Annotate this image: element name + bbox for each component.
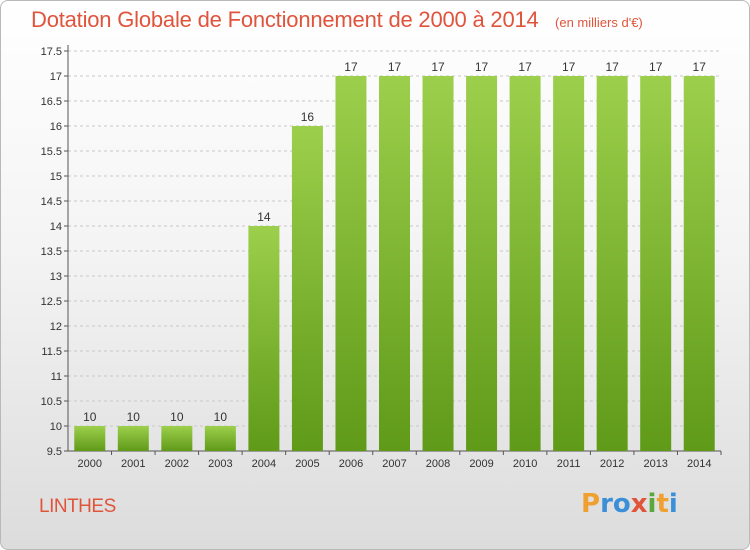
x-tick-label: 2014 xyxy=(687,458,711,470)
bar xyxy=(683,76,715,451)
chart-subtitle: (en milliers d'€) xyxy=(555,15,643,30)
logo-letter: r xyxy=(600,489,613,519)
y-tick-label: 16.5 xyxy=(41,96,62,108)
bar xyxy=(291,126,323,451)
data-label: 14 xyxy=(257,210,271,224)
data-label: 17 xyxy=(605,60,619,74)
y-tick-label: 9.5 xyxy=(47,446,62,458)
data-label: 10 xyxy=(127,410,141,424)
data-label: 17 xyxy=(693,60,707,74)
bar xyxy=(74,426,106,451)
logo-letter: i xyxy=(668,489,678,519)
data-label: 17 xyxy=(649,60,663,74)
data-label: 10 xyxy=(214,410,228,424)
y-tick-label: 12.5 xyxy=(41,296,62,308)
y-tick-label: 10.5 xyxy=(41,396,62,408)
data-label: 17 xyxy=(431,60,445,74)
x-tick-label: 2011 xyxy=(557,458,581,470)
logo-letter: i xyxy=(647,489,657,519)
y-tick-label: 11 xyxy=(51,371,62,383)
data-label: 16 xyxy=(301,110,315,124)
bar xyxy=(335,76,367,451)
bar xyxy=(596,76,628,451)
y-tick-label: 14.5 xyxy=(41,196,62,208)
bars xyxy=(74,76,715,451)
x-tick-label: 2005 xyxy=(295,458,319,470)
y-tick-label: 16 xyxy=(50,121,62,133)
data-label: 10 xyxy=(170,410,184,424)
logo-letter: o xyxy=(612,489,631,519)
y-tick-label: 13 xyxy=(50,271,62,283)
bar xyxy=(640,76,672,451)
data-label: 17 xyxy=(344,60,358,74)
y-tick-label: 11.5 xyxy=(41,346,62,358)
y-tick-label: 12 xyxy=(50,321,62,333)
x-tick-label: 2003 xyxy=(208,458,232,470)
x-tick-label: 2000 xyxy=(78,458,102,470)
x-tick-label: 2012 xyxy=(600,458,624,470)
commune-name: LINTHES xyxy=(39,496,116,517)
bar xyxy=(248,226,280,451)
x-tick-label: 2004 xyxy=(252,458,276,470)
data-labels: 10 10 10 10 14 16 17 17 17 17 17 17 17 17 17 xyxy=(83,60,706,424)
logo-letter: t xyxy=(656,489,669,519)
bar xyxy=(117,426,149,451)
x-tick-label: 2006 xyxy=(339,458,363,470)
data-label: 10 xyxy=(83,410,97,424)
y-tick-label: 17 xyxy=(50,71,62,83)
proxiti-logo[interactable]: Proxiti xyxy=(581,489,678,519)
bar xyxy=(161,426,193,451)
x-tick-label: 2013 xyxy=(643,458,667,470)
logo-letter: x xyxy=(630,489,648,519)
y-tick-label: 15 xyxy=(50,171,62,183)
y-tick-label: 15.5 xyxy=(41,146,62,158)
x-tick-label: 2007 xyxy=(382,458,406,470)
data-label: 17 xyxy=(518,60,532,74)
y-tick-label: 10 xyxy=(50,421,62,433)
bar xyxy=(204,426,236,451)
chart-title: Dotation Globale de Fonctionnement de 20… xyxy=(31,7,539,32)
bar xyxy=(509,76,541,451)
bar xyxy=(466,76,498,451)
bar xyxy=(422,76,454,451)
title-row: Dotation Globale de Fonctionnement de 20… xyxy=(31,7,643,33)
bar xyxy=(553,76,585,451)
x-tick-label: 2001 xyxy=(121,458,145,470)
data-label: 17 xyxy=(388,60,402,74)
data-label: 17 xyxy=(562,60,576,74)
y-tick-label: 14 xyxy=(50,221,62,233)
data-label: 17 xyxy=(475,60,489,74)
x-tick-label: 2008 xyxy=(426,458,450,470)
logo-letter: P xyxy=(581,489,601,519)
y-tick-label: 13.5 xyxy=(41,246,62,258)
y-tick-label: 17.5 xyxy=(41,46,62,58)
x-tick-label: 2010 xyxy=(513,458,537,470)
x-tick-label: 2002 xyxy=(165,458,189,470)
x-tick-label: 2009 xyxy=(469,458,493,470)
bar xyxy=(379,76,410,451)
